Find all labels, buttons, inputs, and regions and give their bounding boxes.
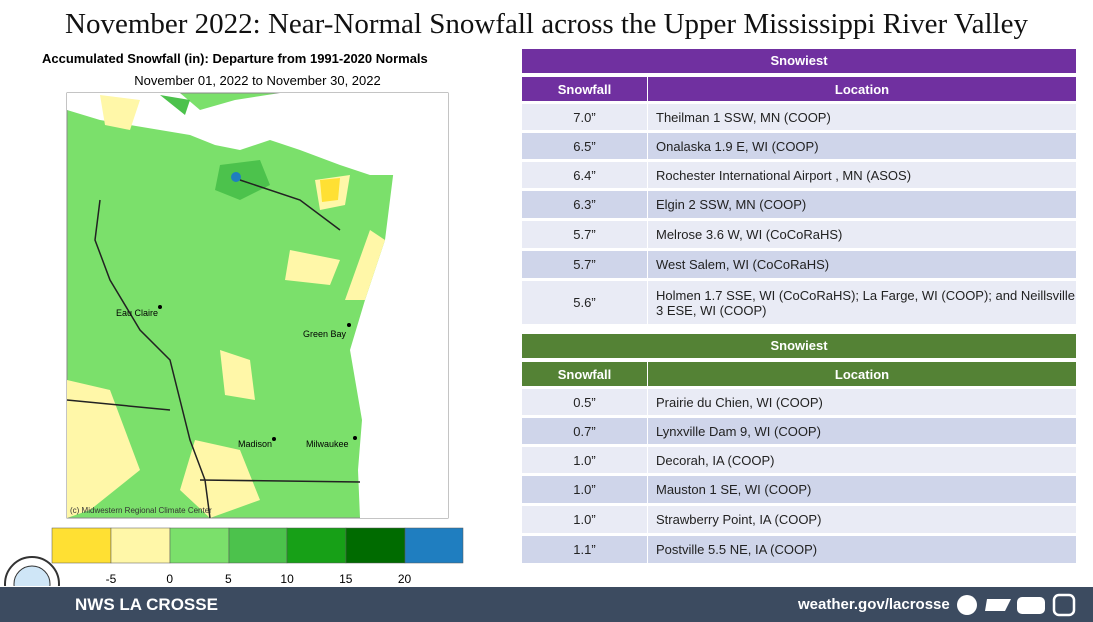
- map-dates: November 01, 2022 to November 30, 2022: [134, 73, 381, 88]
- city-label: Milwaukee: [306, 439, 349, 449]
- table-row: 5.6” Holmen 1.7 SSE, WI (CoCoRaHS); La Fa…: [522, 281, 1076, 324]
- table-cell: 6.4”: [522, 162, 648, 188]
- instagram-icon[interactable]: [1052, 593, 1076, 617]
- table-cell: 1.1”: [522, 536, 648, 563]
- table-cell: 0.7”: [522, 418, 648, 444]
- legend-label: 0: [166, 572, 173, 586]
- table-cell: Decorah, IA (COOP): [656, 452, 775, 468]
- city-label: Eau Claire: [116, 308, 158, 318]
- table-row: 7.0” Theilman 1 SSW, MN (COOP): [522, 104, 1076, 130]
- table-row: 1.0” Strawberry Point, IA (COOP): [522, 506, 1076, 533]
- table-row: 5.7” Melrose 3.6 W, WI (CoCoRaHS): [522, 221, 1076, 248]
- table-cell: 6.3”: [522, 191, 648, 218]
- data-table: Snowiest Snowfall Location 0.5” Prairie du C…: [522, 334, 1076, 563]
- table-cell: Lynxville Dam 9, WI (COOP): [656, 423, 821, 439]
- max-area: [231, 172, 241, 182]
- table-cell: Rochester International Airport , MN (AS…: [656, 167, 912, 183]
- table-cell: West Salem, WI (CoCoRaHS): [656, 257, 830, 272]
- table-row: 0.5” Prairie du Chien, WI (COOP): [522, 389, 1076, 415]
- table-cell: 7.0”: [522, 104, 648, 130]
- column-title: Snowfall: [522, 77, 648, 101]
- website: weather.gov/lacrosse: [798, 596, 950, 613]
- legend-label: 10: [280, 572, 294, 586]
- column-title: Location: [834, 81, 890, 97]
- table-cell: 6.5”: [522, 133, 648, 159]
- table-cell: 1.0”: [522, 476, 648, 503]
- below-normal: [67, 95, 385, 518]
- above-normal: [160, 95, 270, 200]
- facebook-icon[interactable]: [957, 595, 977, 615]
- youtube-icon[interactable]: [1017, 597, 1045, 614]
- city-dot: [353, 436, 357, 440]
- city-dot: [158, 305, 162, 309]
- lake-superior: [67, 93, 448, 175]
- table-cell: 1.0”: [522, 506, 648, 533]
- table-row: 1.1” Postville 5.5 NE, IA (COOP): [522, 536, 1076, 563]
- city-label: Green Bay: [303, 329, 347, 339]
- table-cell: Theilman 1 SSW, MN (COOP): [656, 109, 831, 125]
- legend-label: 5: [225, 572, 232, 586]
- legend-bar: [51, 527, 464, 564]
- legend-label: 15: [339, 572, 353, 586]
- table-row: 6.5” Onalaska 1.9 E, WI (COOP): [522, 133, 1076, 159]
- column-title: Location: [834, 366, 890, 382]
- table-title: Snowiest: [522, 49, 1076, 73]
- table-cell: Elgin 2 SSW, MN (COOP): [656, 197, 807, 212]
- table-title: Snowiest: [522, 334, 1076, 358]
- table-row: 6.4” Rochester International Airport , MN…: [522, 162, 1076, 188]
- borders: [66, 179, 361, 519]
- map: Eau Claire Green Bay Madison Milwaukee (…: [4, 92, 464, 586]
- table-row: 6.3” Elgin 2 SSW, MN (COOP): [522, 191, 1076, 218]
- column-header: Snowfall Location: [522, 362, 1076, 386]
- city-label: Madison: [238, 439, 272, 449]
- table-row: 1.0” Decorah, IA (COOP): [522, 447, 1076, 473]
- office-name: NWS LA CROSSE: [75, 595, 218, 614]
- table-row: 5.7” West Salem, WI (CoCoRaHS): [522, 251, 1076, 278]
- legend-label: 20: [398, 572, 412, 586]
- city-dot: [347, 323, 351, 327]
- column-title: Snowfall: [522, 362, 648, 386]
- column-header: Snowfall Location: [522, 77, 1076, 101]
- social-icons: [957, 593, 1076, 617]
- table-cell: Prairie du Chien, WI (COOP): [656, 394, 823, 410]
- city-dot: [272, 437, 276, 441]
- table-cell: 5.6”: [522, 281, 648, 324]
- table-cell: 5.7”: [522, 221, 648, 248]
- twitter-icon[interactable]: [985, 599, 1011, 611]
- map-credit: (c) Midwestern Regional Climate Center: [70, 506, 212, 515]
- footer: NWS LA CROSSE weather.gov/lacrosse: [0, 587, 1093, 622]
- table-cell: 1.0”: [522, 447, 648, 473]
- table-cell: 0.5”: [522, 389, 648, 415]
- lake-michigan: [350, 150, 448, 518]
- table-cell: Postville 5.5 NE, IA (COOP): [656, 542, 818, 557]
- table-cell: Strawberry Point, IA (COOP): [656, 512, 822, 527]
- table-cell: 5.7”: [522, 251, 648, 278]
- table-cell: Melrose 3.6 W, WI (CoCoRaHS): [656, 227, 843, 242]
- table-cell: Mauston 1 SE, WI (COOP): [656, 482, 812, 497]
- map-title: Accumulated Snowfall (in): Departure fro…: [42, 51, 428, 66]
- table-cell: Holmen 1.7 SSE, WI (CoCoRaHS); La Farge,…: [656, 287, 1076, 318]
- slide-title: November 2022: Near-Normal Snowfall acro…: [65, 8, 1028, 40]
- table-cell: Onalaska 1.9 E, WI (COOP): [656, 138, 819, 154]
- well-below: [320, 178, 340, 202]
- table-row: 0.7” Lynxville Dam 9, WI (COOP): [522, 418, 1076, 444]
- legend-label: -5: [106, 572, 117, 586]
- data-table: Snowiest Snowfall Location 7.0” Theilman 1 S…: [522, 49, 1076, 324]
- table-row: 1.0” Mauston 1 SE, WI (COOP): [522, 476, 1076, 503]
- nws-logo-inner: [13, 565, 51, 586]
